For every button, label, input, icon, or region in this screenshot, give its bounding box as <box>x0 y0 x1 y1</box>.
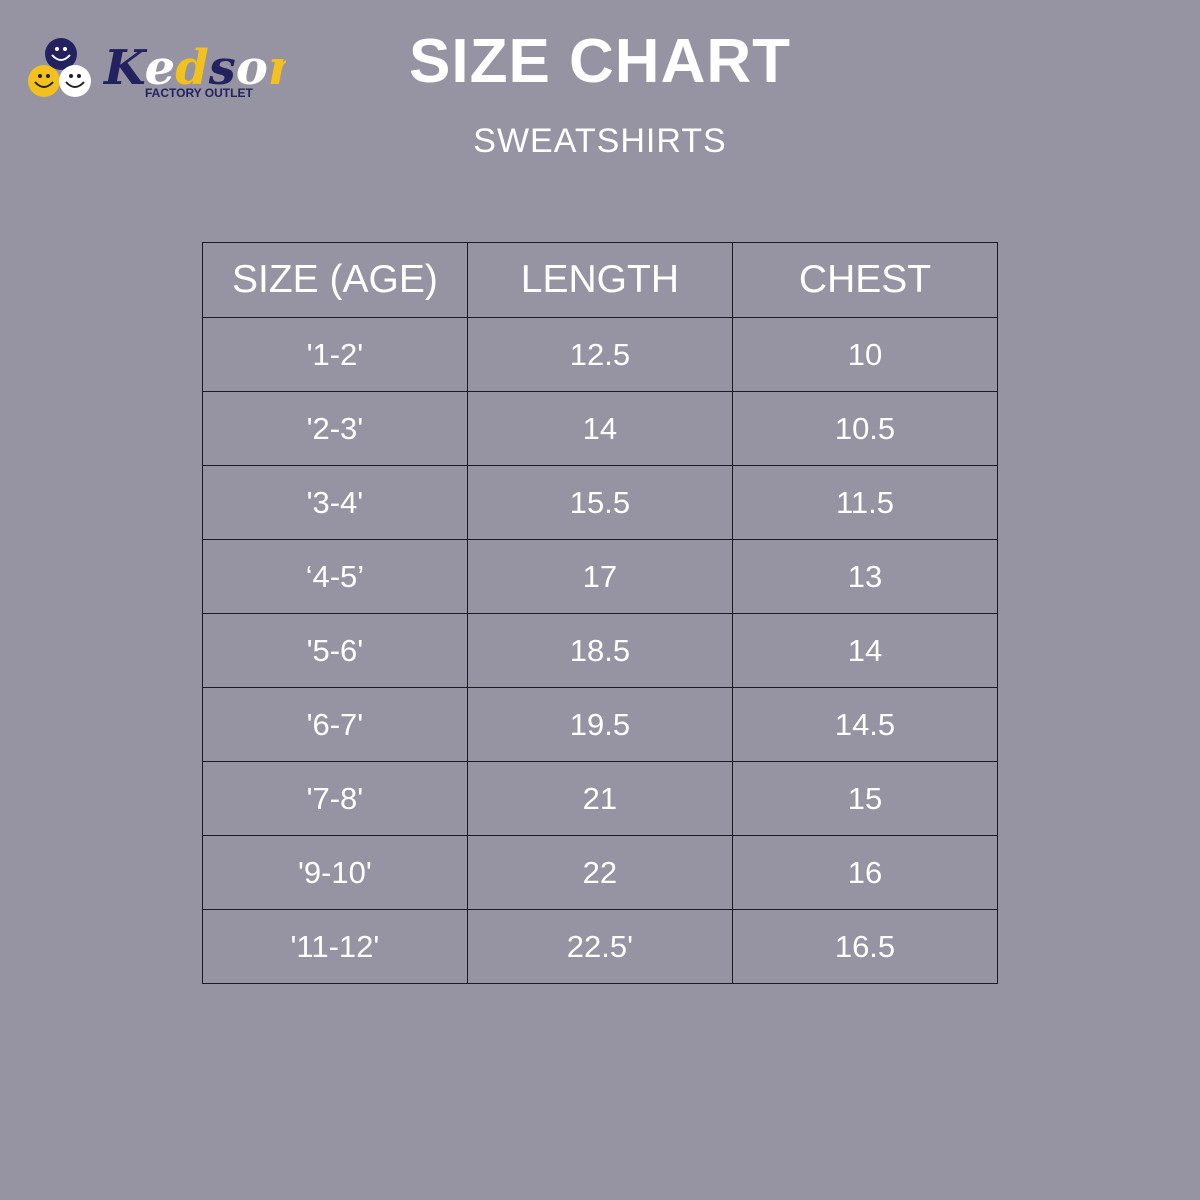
size-chart-table: SIZE (AGE) LENGTH CHEST '1-2' 12.5 10'2-3' 14… <box>202 242 998 984</box>
page-subtitle: SWEATSHIRTS <box>473 122 727 160</box>
table-cell: 11.5 <box>732 465 998 540</box>
table-cell: ‘4-5’ <box>202 539 468 614</box>
table-cell: 22.5' <box>466 909 734 984</box>
table-cell: 19.5 <box>466 687 734 762</box>
table-cell: '5-6' <box>202 613 468 688</box>
table-row: '3-4' 15.5 11.5 <box>202 465 998 540</box>
table-row: '5-6' 18.5 14 <box>202 613 998 688</box>
table-cell: 16.5 <box>732 909 998 984</box>
table-row: '11-12' 22.5' 16.5 <box>202 909 998 984</box>
column-header: CHEST <box>732 242 998 318</box>
table-cell: '1-2' <box>202 317 468 392</box>
table-cell: 15.5 <box>466 465 734 540</box>
table-cell: '9-10' <box>202 835 468 910</box>
table-cell: 12.5 <box>466 317 734 392</box>
table-row: '7-8' 21 15 <box>202 761 998 836</box>
table-header-row: SIZE (AGE) LENGTH CHEST <box>202 242 998 318</box>
table-cell: 18.5 <box>466 613 734 688</box>
brand-logo: Kedson FACTORY OUTLET <box>26 34 303 104</box>
table-cell: '11-12' <box>202 909 468 984</box>
svg-text:FACTORY OUTLET: FACTORY OUTLET <box>145 86 253 100</box>
smiley-white-icon <box>59 65 91 97</box>
column-header: LENGTH <box>466 242 734 318</box>
table-cell: 22 <box>466 835 734 910</box>
table-row: '2-3' 14 10.5 <box>202 391 998 466</box>
table-cell: '7-8' <box>202 761 468 836</box>
table-cell: 14.5 <box>732 687 998 762</box>
column-header: SIZE (AGE) <box>202 242 468 318</box>
table-cell: 21 <box>466 761 734 836</box>
table-row: ‘4-5’ 17 13 <box>202 539 998 614</box>
table-cell: '3-4' <box>202 465 468 540</box>
table-cell: '2-3' <box>202 391 468 466</box>
table-cell: 13 <box>732 539 998 614</box>
table-cell: 10 <box>732 317 998 392</box>
table-cell: 10.5 <box>732 391 998 466</box>
table-row: '1-2' 12.5 10 <box>202 317 998 392</box>
table-cell: 14 <box>732 613 998 688</box>
svg-text:Kedson: Kedson <box>102 40 286 96</box>
smiley-navy-icon <box>45 38 77 70</box>
table-cell: 15 <box>732 761 998 836</box>
table-row: '6-7' 19.5 14.5 <box>202 687 998 762</box>
table-cell: 14 <box>466 391 734 466</box>
page-title: SIZE CHART <box>409 27 791 96</box>
table-cell: '6-7' <box>202 687 468 762</box>
table-cell: 16 <box>732 835 998 910</box>
smiley-yellow-icon <box>28 65 60 97</box>
table-row: '9-10' 22 16 <box>202 835 998 910</box>
table-cell: 17 <box>466 539 734 614</box>
